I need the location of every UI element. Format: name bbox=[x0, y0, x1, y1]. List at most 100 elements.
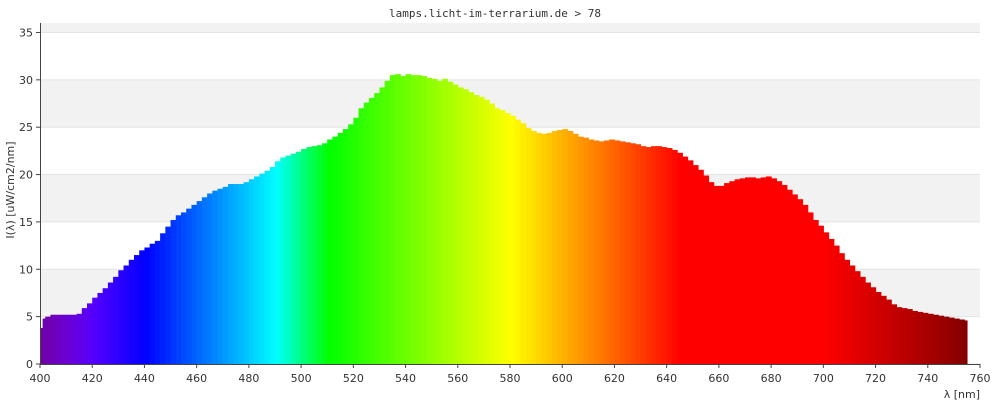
spectrum-bar bbox=[619, 141, 626, 364]
spectrum-bar bbox=[922, 312, 929, 364]
spectrum-bar bbox=[290, 153, 297, 364]
x-tick-label: 480 bbox=[238, 372, 259, 385]
spectrum-bar bbox=[786, 189, 793, 364]
x-tick-label: 420 bbox=[82, 372, 103, 385]
spectrum-bar bbox=[207, 193, 213, 364]
spectrum-bar bbox=[238, 184, 245, 364]
x-tick-label: 600 bbox=[552, 372, 573, 385]
spectrum-bar bbox=[896, 307, 903, 364]
spectrum-bar bbox=[66, 314, 72, 364]
spectrum-bar bbox=[713, 185, 720, 364]
spectrum-bar bbox=[473, 94, 480, 364]
spectrum-bar bbox=[222, 186, 229, 364]
spectrum-bar bbox=[311, 146, 318, 364]
spectrum-bar bbox=[933, 314, 939, 364]
spectrum-bar bbox=[165, 226, 172, 364]
spectrum-bar bbox=[322, 143, 328, 364]
spectrum-bar bbox=[201, 197, 208, 364]
spectrum-bar bbox=[369, 97, 375, 364]
chart-title: lamps.licht-im-terrarium.de > 78 bbox=[389, 7, 601, 20]
spectrum-bar bbox=[316, 145, 323, 364]
spectrum-bar bbox=[708, 182, 715, 364]
y-tick-label: 15 bbox=[19, 216, 33, 229]
spectrum-bar bbox=[734, 179, 741, 364]
spectrum-bar bbox=[45, 316, 52, 364]
spectrum-bar bbox=[682, 156, 689, 364]
spectrum-bar bbox=[865, 282, 871, 364]
spectrum-bar bbox=[839, 253, 845, 364]
spectrum-bar bbox=[666, 148, 673, 364]
spectrum-bar bbox=[353, 117, 360, 364]
spectrum-bar bbox=[812, 220, 819, 364]
spectrum-bar bbox=[81, 308, 88, 364]
spectrum-bar bbox=[510, 115, 516, 364]
spectrum-bar bbox=[489, 103, 495, 364]
spectrum-bar bbox=[342, 129, 349, 364]
spectrum-bar bbox=[92, 297, 99, 364]
spectrum-bar bbox=[160, 233, 166, 364]
spectrum-bar bbox=[107, 282, 114, 364]
spectrum-bar bbox=[525, 128, 532, 364]
y-tick-label: 10 bbox=[19, 263, 33, 276]
spectrum-bar bbox=[797, 199, 804, 364]
spectrum-bar bbox=[280, 157, 287, 364]
spectrum-bar bbox=[154, 240, 161, 364]
spectrum-bar bbox=[750, 177, 757, 364]
grid-band bbox=[40, 32, 980, 80]
spectrum-area bbox=[40, 74, 968, 365]
spectrum-bar bbox=[332, 136, 339, 364]
spectrum-bar bbox=[551, 130, 558, 364]
spectrum-bar bbox=[833, 245, 840, 364]
spectrum-bar bbox=[729, 181, 736, 364]
x-tick-label: 440 bbox=[134, 372, 155, 385]
spectrum-bar bbox=[859, 276, 866, 364]
spectrum-bar bbox=[614, 140, 621, 364]
x-tick-label: 740 bbox=[917, 372, 938, 385]
spectrum-bar bbox=[557, 130, 563, 364]
spectrum-bar bbox=[651, 146, 657, 364]
spectrum-bar bbox=[436, 80, 443, 365]
y-axis-ticks: 0 5 10 15 20 25 30 35 bbox=[19, 26, 40, 371]
spectrum-bar bbox=[891, 304, 898, 364]
spectrum-bar bbox=[640, 146, 647, 364]
spectrum-bar bbox=[275, 161, 281, 364]
spectrum-bar bbox=[134, 255, 140, 364]
x-tick-label: 720 bbox=[865, 372, 886, 385]
spectrum-bar bbox=[604, 140, 610, 364]
x-tick-label: 660 bbox=[708, 372, 729, 385]
spectrum-bar bbox=[849, 265, 856, 364]
spectrum-bar bbox=[452, 84, 459, 364]
spectrum-bar bbox=[478, 96, 485, 364]
spectrum-bar bbox=[389, 75, 396, 364]
spectrum-bar bbox=[870, 287, 877, 364]
x-tick-label: 400 bbox=[30, 372, 51, 385]
spectrum-bar bbox=[170, 220, 177, 364]
grid-band bbox=[40, 23, 980, 33]
spectrum-bar bbox=[400, 76, 407, 365]
spectrum-bar bbox=[463, 89, 469, 365]
spectrum-bar bbox=[692, 165, 699, 364]
spectrum-bar bbox=[395, 74, 401, 365]
spectrum-bar bbox=[285, 155, 292, 364]
spectrum-bar bbox=[442, 78, 448, 364]
y-axis-label: I(λ) [uW/cm2/nm] bbox=[4, 141, 17, 238]
spectrum-bar bbox=[243, 182, 250, 364]
spectrum-bar bbox=[410, 75, 417, 364]
spectrum-bar bbox=[196, 201, 203, 364]
spectrum-bar bbox=[624, 142, 631, 364]
spectrum-bar bbox=[118, 270, 125, 364]
spectrum-bar bbox=[457, 87, 464, 365]
x-tick-label: 460 bbox=[186, 372, 207, 385]
spectrum-bar bbox=[306, 147, 313, 364]
y-tick-label: 35 bbox=[19, 26, 33, 39]
spectrum-bar bbox=[42, 318, 46, 364]
y-tick-label: 5 bbox=[26, 311, 33, 324]
spectrum-bar bbox=[886, 299, 892, 364]
spectrum-bar bbox=[927, 313, 934, 364]
spectrum-bar bbox=[181, 212, 187, 364]
x-tick-label: 620 bbox=[604, 372, 625, 385]
spectrum-bar bbox=[917, 311, 924, 364]
spectrum-bar bbox=[259, 173, 266, 364]
spectrum-bar bbox=[536, 132, 542, 364]
spectrum-bar bbox=[567, 130, 574, 364]
